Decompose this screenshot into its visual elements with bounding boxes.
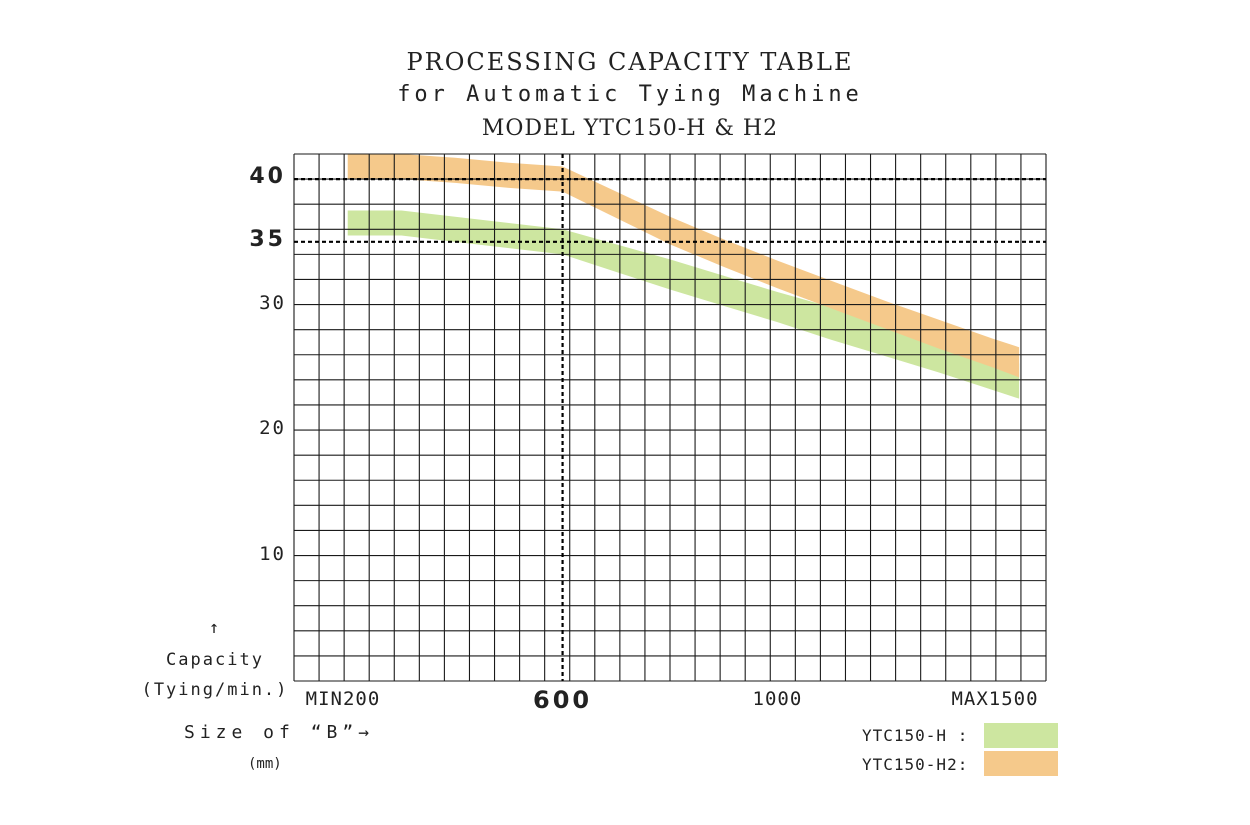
chart-model: MODEL YTC150-H & H2 [481,116,779,141]
y-tick-label: 40 [249,164,286,190]
x-tick-label: MIN200 [305,688,381,710]
x-tick-label: MAX1500 [951,688,1039,710]
series-band-ytc150-h2 [347,154,1020,378]
y-axis-unit: (Tying/min.) [141,680,289,700]
legend-swatch-ytc150-h2 [984,751,1058,776]
x-tick-label: 600 [533,686,593,714]
y-axis-arrow: ↑ [208,618,222,638]
y-tick-label: 20 [259,417,286,440]
x-tick-label: 1000 [752,688,803,710]
x-axis-unit: (mm) [248,756,282,772]
y-axis-label: Capacity [166,650,264,670]
chart-subtitle: for Automatic Tying Machine [397,82,863,107]
y-tick-label: 30 [259,291,286,314]
legend-swatch-ytc150-h [984,723,1058,748]
legend-label-ytc150-h: YTC150-H : [862,726,969,745]
x-axis-label: Size of “B”→ [184,722,375,743]
legend-label-ytc150-h2: YTC150-H2: [862,755,969,774]
y-tick-label: 35 [249,226,286,252]
y-tick-label: 10 [259,542,286,565]
chart-title: PROCESSING CAPACITY TABLE [406,48,854,76]
